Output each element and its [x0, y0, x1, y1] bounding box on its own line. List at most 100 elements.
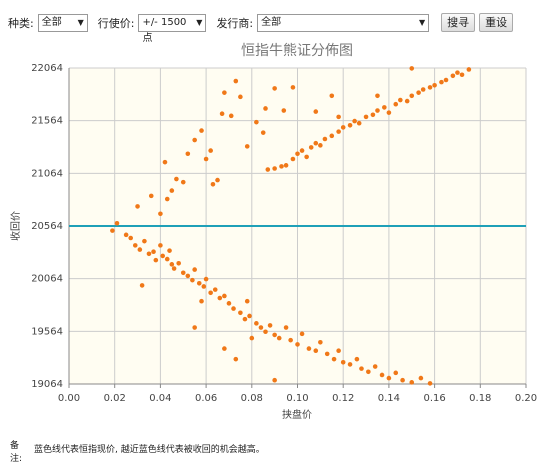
label: 行使价:: [97, 16, 135, 30]
point: [142, 238, 147, 244]
point: [352, 118, 357, 124]
point: [226, 301, 232, 306]
x-tick-label: 0.12: [332, 393, 354, 404]
x-tick-label: 0.02: [104, 393, 126, 404]
point: [254, 321, 259, 326]
x-tick-label: 0.04: [149, 393, 171, 404]
point: [459, 72, 465, 78]
point: [222, 90, 227, 95]
x-tick-label: 0.08: [241, 393, 263, 404]
type-select[interactable]: 全部: [37, 13, 88, 32]
point: [304, 154, 309, 160]
y-axis-label: 收回价: [9, 211, 22, 241]
note-text: 蓝色线代表恒指现价, 越近蓝色线代表被收回的机会越高。: [34, 445, 265, 455]
point: [233, 356, 239, 362]
x-tick-label: 0.16: [423, 393, 445, 404]
point: [295, 151, 300, 157]
point: [404, 98, 410, 104]
point: [279, 164, 284, 169]
chart: 恒指牛熊证分佈图 挟盘价 收回价 19064 19564 20064 20564 210…: [9, 42, 537, 421]
point: [400, 377, 405, 383]
point: [409, 66, 415, 71]
point: [427, 381, 433, 386]
x-axis-label: 挟盘价: [282, 408, 312, 421]
chart-title: 恒指牛熊证分佈图: [241, 42, 353, 59]
point: [379, 372, 385, 378]
y-tick-label: 20064: [31, 274, 63, 285]
point: [370, 112, 376, 118]
point: [167, 248, 172, 253]
point: [340, 360, 346, 365]
point: [347, 123, 353, 128]
point: [158, 243, 163, 248]
point: [336, 114, 341, 120]
x-tick-label: 0.10: [286, 393, 308, 404]
x-tick-label: 0.00: [58, 393, 80, 404]
point: [263, 329, 268, 335]
point: [324, 351, 330, 357]
point: [244, 298, 250, 304]
point: [222, 293, 227, 299]
point: [244, 144, 250, 149]
point: [151, 249, 156, 255]
note: 备注: 蓝色线代表恒指现价, 越近蓝色线代表被收回的机会越高。: [10, 438, 265, 464]
x-tick-label: 0.14: [378, 393, 400, 404]
point: [114, 220, 120, 226]
point: [128, 235, 133, 241]
point: [146, 251, 152, 257]
issuer-select[interactable]: 全部: [257, 13, 430, 32]
point: [432, 82, 437, 88]
y-tick-label: 21564: [31, 116, 63, 127]
label: 发行商:: [216, 16, 254, 30]
point: [196, 281, 202, 286]
point: [386, 110, 392, 115]
point: [409, 380, 415, 385]
point: [276, 335, 282, 341]
point: [290, 156, 296, 162]
point: [272, 166, 277, 171]
point: [299, 331, 305, 337]
point: [153, 257, 159, 263]
point: [372, 364, 378, 369]
point: [247, 313, 252, 319]
point: [288, 337, 293, 343]
point: [308, 145, 314, 150]
y-tick-label: 19064: [31, 379, 63, 390]
point: [318, 143, 323, 148]
point: [222, 346, 227, 351]
point: [148, 193, 154, 199]
point: [208, 290, 213, 296]
point: [283, 325, 289, 330]
point: [162, 159, 168, 165]
point: [180, 179, 186, 185]
y-tick-label: 22064: [31, 63, 63, 74]
point: [439, 79, 444, 85]
point: [267, 323, 273, 328]
point: [375, 108, 380, 113]
y-tick-label: 19564: [31, 326, 63, 337]
point: [329, 133, 335, 139]
point: [393, 370, 399, 376]
note-label: 备注:: [10, 441, 23, 464]
point: [313, 348, 319, 354]
point: [164, 256, 170, 262]
point: [158, 211, 163, 217]
point: [208, 148, 213, 153]
point: [340, 125, 346, 130]
point: [203, 156, 209, 162]
point: [160, 253, 165, 259]
point: [231, 306, 236, 311]
search-button[interactable]: 搜寻: [441, 13, 476, 32]
point: [356, 120, 362, 126]
point: [427, 85, 433, 90]
point: [249, 335, 255, 341]
reset-button[interactable]: 重设: [479, 13, 514, 32]
point: [169, 262, 175, 267]
point: [260, 130, 266, 135]
point: [215, 177, 220, 183]
x-tick-label: 0.20: [515, 393, 537, 404]
point: [306, 346, 312, 351]
point: [409, 93, 415, 99]
point: [139, 283, 145, 288]
